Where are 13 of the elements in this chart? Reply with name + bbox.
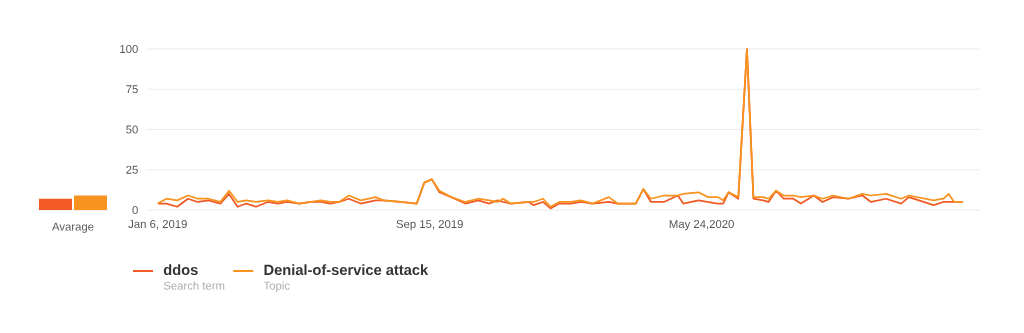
x-tick-label: Avarage (52, 222, 94, 233)
legend-label: ddos (163, 264, 198, 276)
y-tick-label: 25 (126, 165, 138, 174)
y-tick-label: 0 (132, 206, 138, 215)
legend-label: Denial-of-service attack (264, 264, 429, 276)
x-tick-label: Sep 15, 2019 (396, 220, 463, 231)
x-tick-label: May 24,2020 (669, 220, 734, 231)
text: Search term (163, 281, 225, 290)
y-tick-label: 100 (120, 45, 138, 54)
y-tick-label: 50 (126, 125, 138, 134)
text: Topic (263, 281, 290, 292)
y-tick-label: 75 (126, 85, 138, 94)
x-tick-label: Jan 6, 2019 (128, 220, 187, 230)
